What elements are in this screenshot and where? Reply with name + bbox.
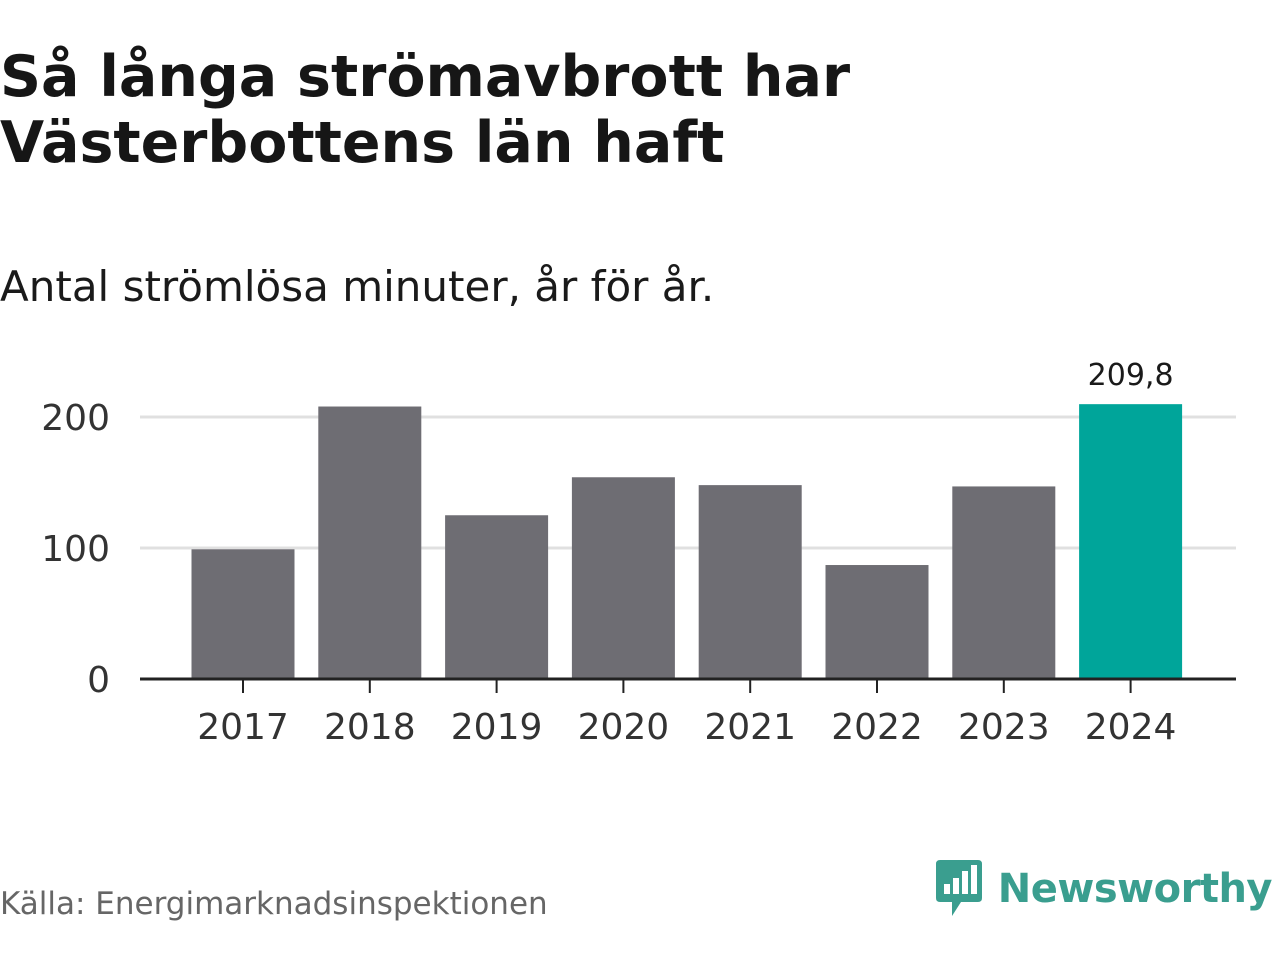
brand-logo[interactable]: Newsworthy <box>934 860 1273 918</box>
x-tick-label: 2024 <box>1085 707 1177 748</box>
chart-title: Så långa strömavbrott har Västerbottens … <box>0 44 851 176</box>
bar-2022 <box>825 565 929 679</box>
data-label: 209,8 <box>1088 358 1174 393</box>
source-note: Källa: Energimarknadsinspektionen <box>0 886 548 922</box>
x-tick-label: 2022 <box>831 707 923 748</box>
bar-chart: 0 100 200 2017 2018 2019 2020 2021 2022 2023 2024 2… <box>41 358 1236 748</box>
bar-2017 <box>191 549 295 679</box>
chart-subtitle: Antal strömlösa minuter, år för år. <box>0 262 715 311</box>
x-tick-label: 2021 <box>704 707 796 748</box>
y-tick-label: 100 <box>41 529 110 570</box>
x-tick-label: 2023 <box>958 707 1050 748</box>
bar-2020 <box>571 477 675 679</box>
brand-name: Newsworthy <box>997 866 1273 912</box>
y-tick-label: 200 <box>41 398 110 439</box>
bar-2024 <box>1079 404 1183 679</box>
bar-2023 <box>952 486 1056 679</box>
bar-2018 <box>318 406 422 679</box>
x-tick-label: 2017 <box>197 707 289 748</box>
x-tick-label: 2019 <box>451 707 543 748</box>
y-tick-label: 0 <box>87 660 110 701</box>
x-tick-label: 2018 <box>324 707 416 748</box>
x-tick-label: 2020 <box>578 707 670 748</box>
bar-2019 <box>445 515 549 679</box>
newsworthy-logo-icon <box>935 860 982 916</box>
bar-2021 <box>698 485 802 679</box>
